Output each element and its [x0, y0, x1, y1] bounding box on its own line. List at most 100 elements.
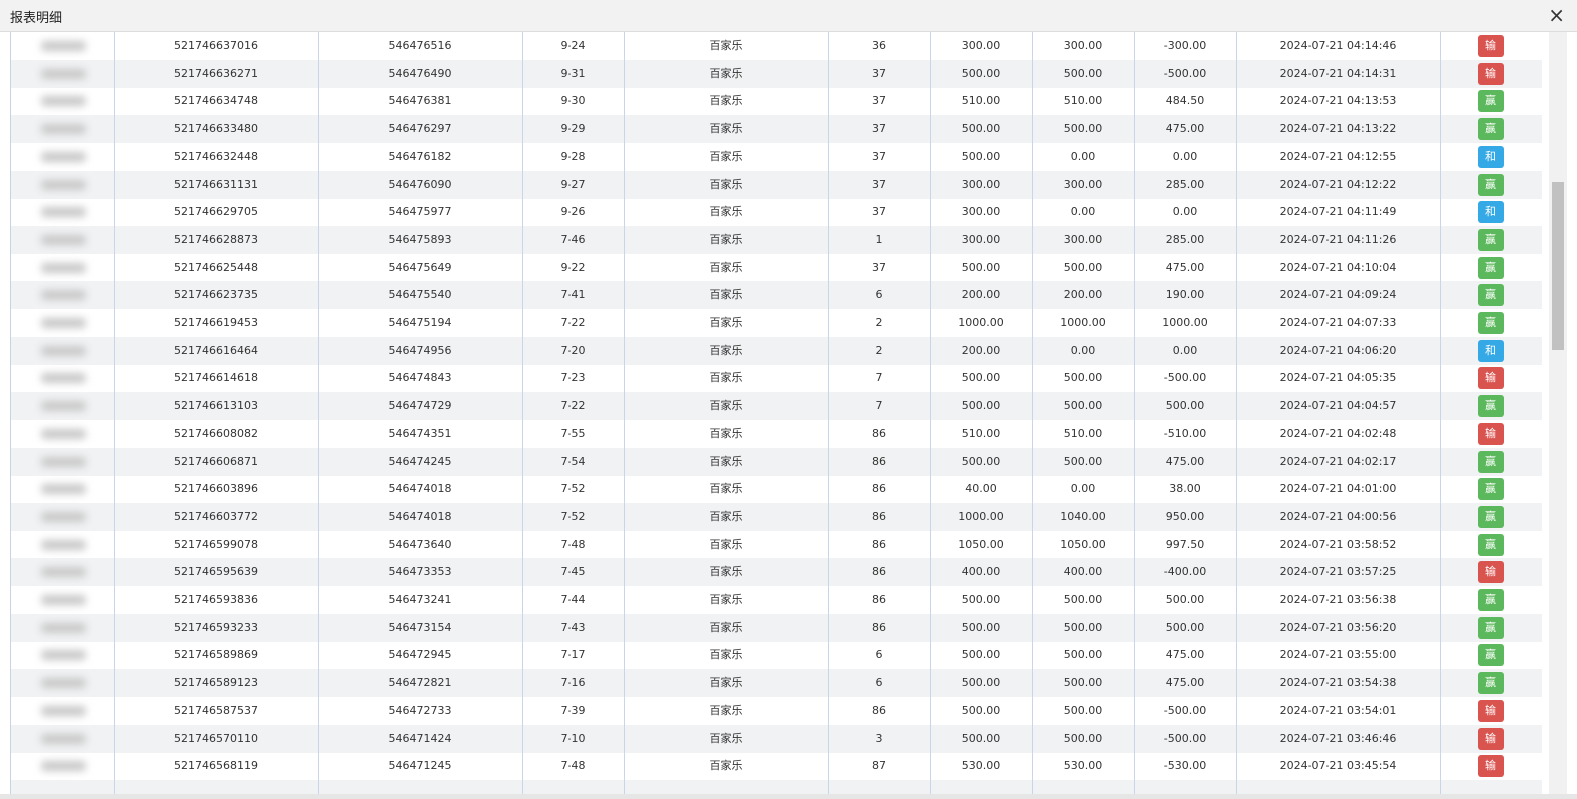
blurred-text [41, 567, 86, 578]
table-cell: 400.00 [1063, 565, 1103, 579]
table-cell: 521746613103 [174, 399, 258, 413]
table-cell: 2024-07-21 03:46:46 [1279, 731, 1397, 745]
table-cell: 521746599078 [174, 537, 258, 551]
table-cell: 7-43 [560, 620, 586, 634]
table-cell: 475.00 [1165, 260, 1205, 274]
result-badge: 赢 [1477, 90, 1504, 113]
table-cell: 510.00 [1063, 94, 1103, 108]
table-cell: 赢 [1440, 281, 1541, 309]
column-divider [1032, 32, 1033, 794]
result-badge: 赢 [1477, 173, 1504, 196]
table-cell: 2024-07-21 04:04:57 [1279, 399, 1397, 413]
table-cell: 500.00 [1063, 66, 1103, 80]
result-badge: 输 [1477, 755, 1504, 778]
table-cell: 百家乐 [709, 371, 743, 385]
table-cell: 赢 [1440, 226, 1541, 254]
table-cell: 36 [872, 39, 886, 52]
column-divider [624, 32, 625, 794]
table-row: 521746589123 546472821 7-16 百家乐 6 500.00 500.0… [11, 669, 1542, 698]
table-cell: 530.00 [961, 759, 1001, 773]
table-cell: 500.00 [961, 149, 1001, 163]
table-cell: 546474018 [388, 482, 452, 496]
scrollbar[interactable] [1549, 32, 1567, 794]
table-cell: 521746608082 [174, 426, 258, 440]
blurred-text [41, 761, 86, 772]
table-cell: 37 [872, 177, 886, 191]
blurred-text [41, 511, 86, 522]
table-cell: 2024-07-21 04:05:35 [1279, 371, 1397, 385]
table-cell: 百家乐 [709, 593, 743, 606]
table-cell: 百家乐 [709, 288, 743, 302]
table-cell: -500.00 [1163, 66, 1207, 80]
table-cell: 百家乐 [709, 731, 743, 745]
table-cell: 2024-07-21 03:57:25 [1279, 565, 1397, 579]
blurred-text [41, 290, 86, 301]
table-cell: 0.00 [1070, 482, 1096, 496]
table-cell: 510.00 [961, 94, 1001, 108]
table-cell: 输 [1440, 420, 1541, 448]
table-cell: 赢 [1440, 171, 1541, 199]
table-cell: 2024-07-21 04:02:48 [1279, 426, 1397, 440]
table-cell: 300.00 [961, 39, 1001, 52]
table-cell: 521746570110 [174, 731, 258, 745]
blurred-text [41, 234, 86, 245]
scroll-thumb[interactable] [1552, 182, 1564, 350]
table-cell: 2024-07-21 04:11:49 [1279, 205, 1397, 219]
table-cell: 997.50 [1165, 537, 1205, 551]
table-cell: 赢 [1440, 531, 1541, 559]
blurred-text [41, 124, 86, 135]
table-cell: 300.00 [1063, 177, 1103, 191]
table-cell: 2024-07-21 04:02:17 [1279, 454, 1397, 468]
masked-name [11, 448, 114, 476]
masked-name [11, 586, 114, 614]
table-row: 521746616464 546474956 7-20 百家乐 2 200.00 0.00 0… [11, 336, 1542, 365]
table-cell: 521746589869 [174, 648, 258, 662]
table-cell: 546475540 [388, 288, 452, 302]
result-badge: 赢 [1477, 228, 1504, 251]
table-cell: 百家乐 [709, 565, 743, 579]
table-cell: 百家乐 [709, 426, 743, 440]
table-cell: 7-22 [560, 399, 586, 413]
table-cell: 百家乐 [709, 149, 743, 163]
table-cell: 521746589123 [174, 676, 258, 690]
blurred-text [41, 373, 86, 384]
table-cell: 7-46 [560, 232, 586, 246]
table-cell: 百家乐 [709, 39, 743, 52]
table-cell: 521746587537 [174, 703, 258, 717]
table-cell: -500.00 [1163, 703, 1207, 717]
table-cell: 百家乐 [709, 205, 743, 219]
table-cell: 37 [872, 205, 886, 219]
table-cell: 2024-07-21 03:54:01 [1279, 703, 1397, 717]
table-cell: 546471245 [388, 759, 452, 773]
table-cell: 赢 [1440, 475, 1541, 503]
table-cell: 2024-07-21 04:12:22 [1279, 177, 1397, 191]
table-cell: 7-16 [560, 676, 586, 690]
table-cell: 3 [875, 731, 883, 745]
table-cell: 546473640 [388, 537, 452, 551]
table-cell: 521746629705 [174, 205, 258, 219]
result-badge: 输 [1477, 62, 1504, 85]
close-button[interactable]: × [1548, 3, 1565, 27]
table-cell: 86 [872, 454, 886, 468]
masked-name [11, 420, 114, 448]
blurred-text [41, 539, 86, 550]
table-cell: 521746616464 [174, 343, 258, 357]
result-badge: 输 [1477, 422, 1504, 445]
masked-name [11, 614, 114, 642]
table-cell: 百家乐 [709, 537, 743, 551]
masked-name [11, 87, 114, 115]
table-cell: 546473154 [388, 620, 452, 634]
masked-name [11, 198, 114, 226]
table-cell: 500.00 [1063, 620, 1103, 634]
table-cell: 521746603896 [174, 482, 258, 496]
column-divider [522, 32, 523, 794]
table-cell: 0.00 [1172, 343, 1198, 357]
table-cell: 950.00 [1165, 509, 1205, 523]
table-row: 521746593233 546473154 7-43 百家乐 86 500.00 500.… [11, 613, 1542, 642]
masked-name [11, 669, 114, 697]
table-cell: 1050.00 [958, 537, 1004, 551]
blurred-text [41, 678, 86, 689]
table-cell: 和 [1440, 143, 1541, 171]
table-cell: 9-31 [560, 66, 586, 80]
table-cell: 7-44 [560, 593, 586, 606]
